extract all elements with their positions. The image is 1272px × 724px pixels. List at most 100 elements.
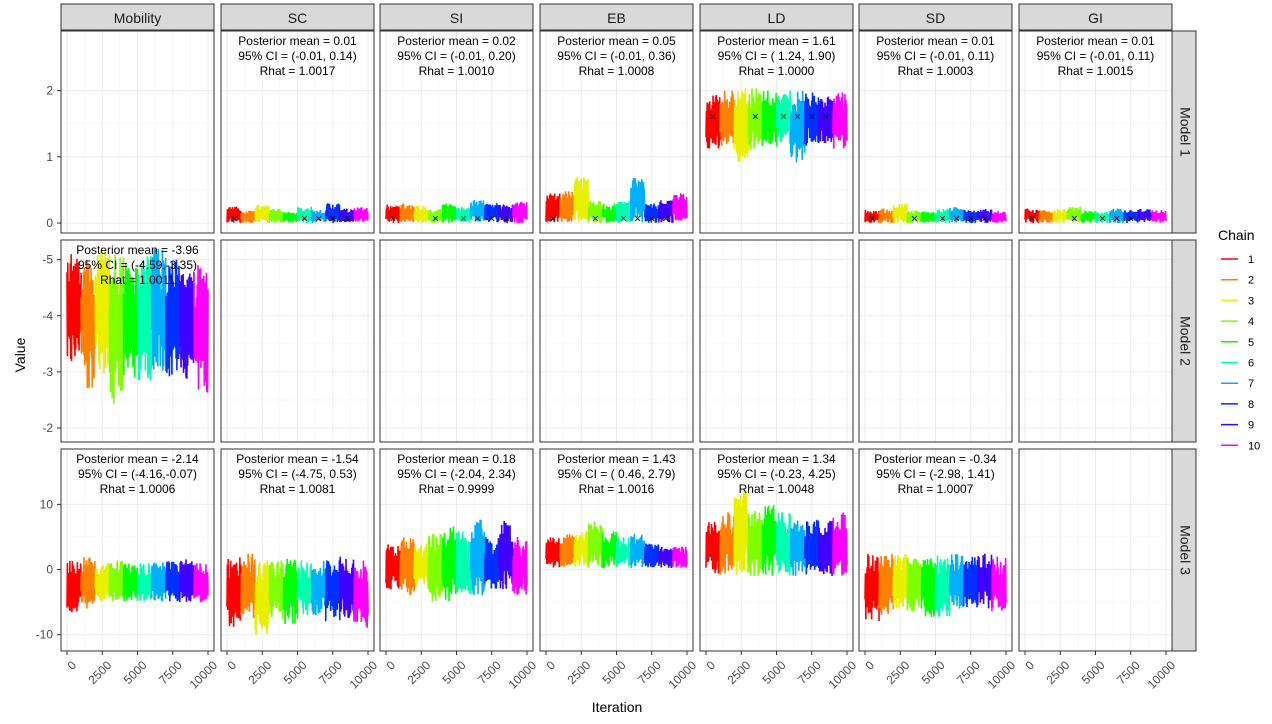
facet-strip-mobility: Mobility — [60, 3, 215, 31]
y-tick-label: 10 — [40, 497, 54, 511]
chain-7-trace — [150, 248, 167, 371]
y-tick-label: -4 — [42, 309, 53, 323]
point-estimate-marker: × — [502, 211, 509, 225]
chain-6-trace — [934, 555, 951, 617]
point-estimate-marker: × — [981, 211, 988, 225]
chain-4-trace — [108, 254, 125, 404]
chain-7-trace — [310, 561, 327, 615]
chain-4-trace — [427, 208, 444, 223]
point-estimate-marker: × — [550, 211, 557, 225]
chain-10-trace — [832, 512, 848, 576]
x-tick-label: 2500 — [725, 658, 754, 687]
chain-9-trace — [339, 208, 355, 223]
chain-9-trace — [498, 204, 514, 223]
point-estimate-marker: × — [780, 109, 787, 123]
chain-10-trace — [353, 207, 369, 223]
panel-annotation-rhat: Rhat = 1.0003 — [898, 64, 974, 78]
x-tick-label: 0 — [64, 658, 79, 673]
chain-9-trace — [658, 546, 674, 568]
chain-3-trace — [892, 553, 909, 609]
chain-5-trace — [601, 531, 618, 569]
y-tick-label: 1 — [46, 150, 53, 164]
facet-panel — [220, 239, 375, 443]
x-tick-label: 0 — [1022, 658, 1037, 673]
x-tick-label: 0 — [862, 658, 877, 673]
chain-3-trace — [254, 560, 271, 635]
chain-1-trace — [385, 204, 401, 223]
facet-strip-label: Mobility — [114, 10, 161, 26]
legend: Chain 1 2 3 4 5 6 7 8 9 10 — [1218, 227, 1260, 452]
y-tick-label: 2 — [46, 84, 53, 98]
panel-annotation-rhat: Rhat = 1.0011 — [100, 273, 175, 287]
chain-7-trace — [150, 562, 167, 602]
x-tick-label: 5000 — [1079, 658, 1108, 687]
x-axis-title: Iteration — [592, 699, 643, 715]
x-tick-label: 7500 — [156, 658, 185, 687]
chain-8-trace — [643, 203, 660, 223]
facet-strip-sc: SC — [220, 3, 375, 31]
chain-5-trace — [282, 558, 299, 624]
point-estimate-marker: × — [1127, 211, 1134, 225]
panel-annotation-rhat: Rhat = 1.0048 — [739, 482, 815, 496]
facet-panel — [60, 30, 215, 234]
chain-7-trace — [789, 520, 806, 576]
point-estimate-marker: × — [710, 109, 717, 123]
chain-5-trace — [441, 203, 458, 223]
point-estimate-marker: × — [1029, 211, 1036, 225]
chain-6-trace — [296, 206, 313, 223]
chain-10-trace — [353, 560, 369, 628]
legend-item-chain-2: 2 — [1221, 275, 1254, 287]
chain-1-trace — [705, 521, 721, 574]
panel-annotation-rhat: Rhat = 1.0015 — [1058, 64, 1134, 78]
chain-3-trace — [573, 176, 590, 222]
chain-8-trace — [164, 259, 181, 377]
chain-2-trace — [719, 512, 735, 575]
chain-5-trace — [761, 505, 778, 576]
chain-8-trace — [483, 537, 500, 589]
point-estimate-marker: × — [1071, 211, 1078, 225]
chain-9-trace — [818, 520, 834, 577]
x-tick-label: 10000 — [506, 658, 540, 692]
chain-1-trace — [66, 560, 82, 613]
facet-strip-label: SC — [288, 10, 307, 26]
x-tick-label: 5000 — [760, 658, 789, 687]
chain-7-trace — [948, 554, 965, 609]
chain-6-trace — [136, 255, 153, 381]
panel-annotation-ci: 95% CI = ( 1.24, 1.90) — [718, 49, 836, 63]
chain-6-trace — [934, 208, 951, 223]
chain-10-trace — [832, 92, 848, 149]
facet-panel — [379, 239, 534, 443]
point-estimate-marker: × — [301, 211, 308, 225]
chain-5-trace — [601, 203, 618, 223]
facet-strip-label: EB — [607, 10, 626, 26]
chain-9-trace — [818, 96, 834, 144]
point-estimate-marker: × — [474, 211, 481, 225]
chain-2-trace — [1038, 210, 1054, 223]
chain-7-trace — [469, 199, 486, 222]
chain-7-trace — [629, 178, 646, 223]
chain-10-trace — [512, 537, 528, 595]
chain-4-trace — [108, 560, 125, 601]
point-estimate-marker: × — [869, 211, 876, 225]
legend-item-chain-1: 1 — [1221, 254, 1254, 266]
facet-strip-label: Model 1 — [1177, 107, 1193, 157]
chain-3-trace — [1052, 208, 1069, 223]
panel-annotation-mean: Posterior mean = -1.54 — [236, 452, 359, 466]
x-tick-label: 0 — [703, 658, 718, 673]
legend-label: 2 — [1248, 275, 1254, 287]
facet-strip-model-2: Model 2 — [1171, 239, 1197, 443]
chain-8-trace — [1122, 209, 1139, 224]
point-estimate-marker: × — [432, 211, 439, 225]
chain-3-trace — [413, 205, 430, 223]
x-tick-label: 10000 — [666, 658, 700, 692]
chain-3-trace — [573, 530, 590, 568]
facet-strip-label: LD — [768, 10, 786, 26]
x-tick-label: 2500 — [405, 658, 434, 687]
chain-1-trace — [226, 557, 242, 627]
chain-10-trace — [991, 556, 1007, 612]
